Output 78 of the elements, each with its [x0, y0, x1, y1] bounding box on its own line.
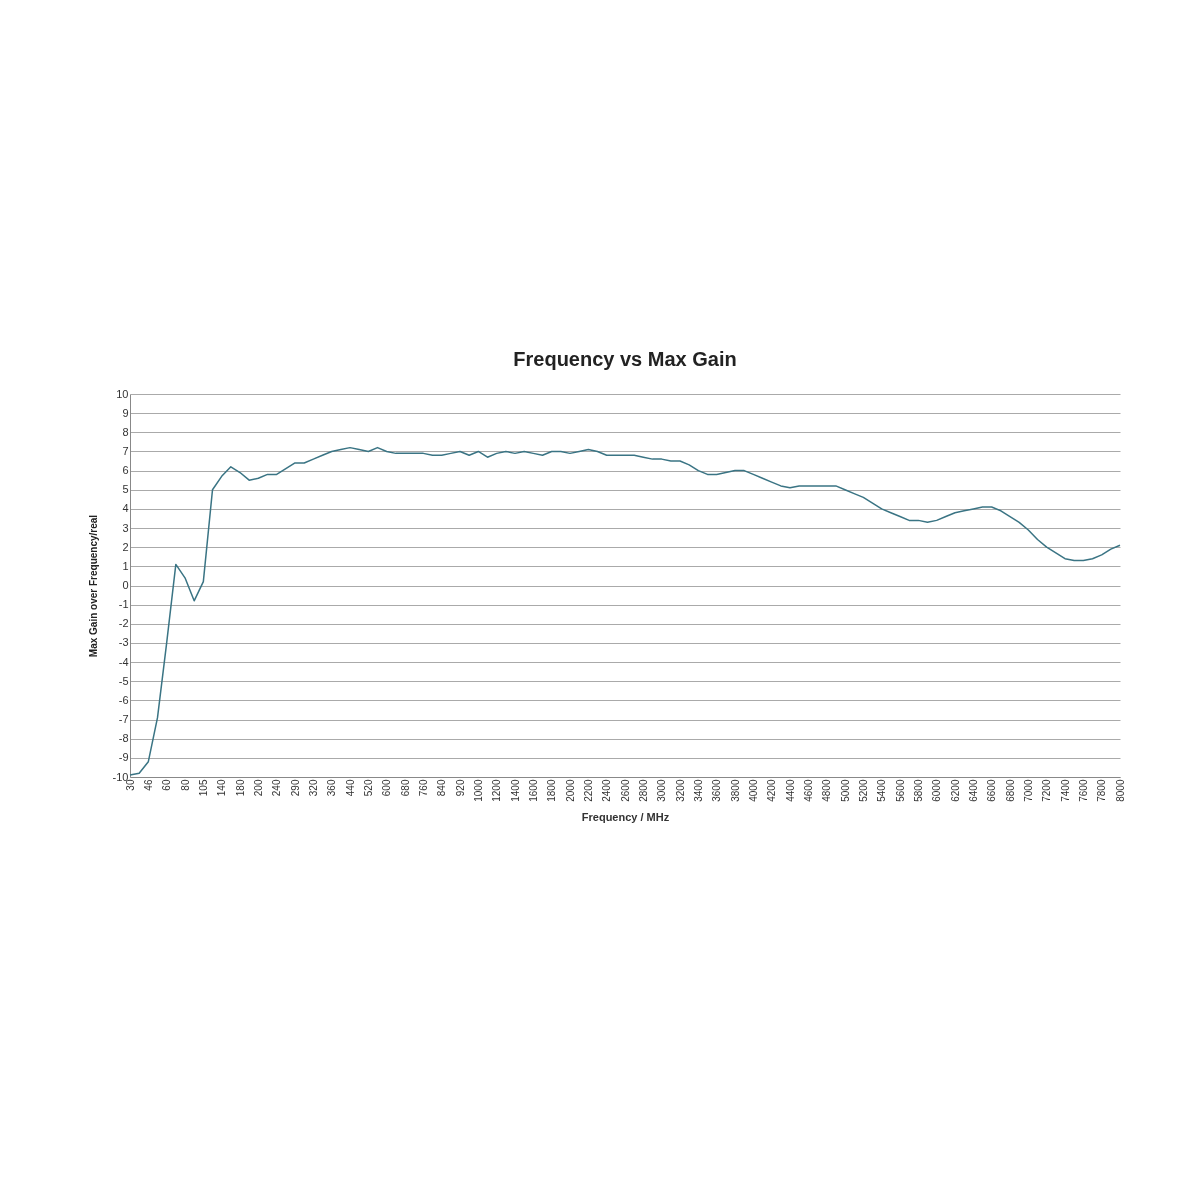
- y-tick-label: -2: [118, 617, 129, 630]
- x-tick-label: 5400: [876, 779, 888, 802]
- y-tick-label: 7: [122, 444, 129, 457]
- x-tick-label: 2400: [601, 779, 613, 802]
- x-tick-label: 7200: [1041, 779, 1053, 802]
- x-tick-label: 7400: [1059, 779, 1071, 802]
- x-tick-label: 520: [362, 779, 374, 797]
- x-tick-label: 80: [179, 779, 191, 791]
- x-tick-label: 3400: [692, 779, 704, 802]
- x-tick-label: 4000: [747, 779, 759, 802]
- x-tick-label: 1800: [546, 779, 558, 802]
- x-tick-label: 3800: [729, 779, 741, 802]
- x-tick-label: 360: [326, 779, 338, 797]
- x-tick-label: 5600: [894, 779, 906, 802]
- x-tick-label: 3200: [674, 779, 686, 802]
- x-tick-label: 200: [252, 779, 264, 797]
- x-tick-label: 8000: [1114, 779, 1126, 802]
- y-tick-label: 2: [122, 540, 129, 553]
- x-tick-label: 320: [307, 779, 319, 797]
- y-tick-label: -7: [118, 713, 129, 726]
- x-tick-label: 4800: [821, 779, 833, 802]
- x-tick-label: 760: [417, 779, 429, 797]
- x-tick-label: 7800: [1096, 779, 1108, 802]
- y-tick-label: -3: [118, 636, 129, 649]
- x-tick-label: 840: [436, 779, 448, 797]
- y-tick-label: -9: [118, 751, 129, 764]
- x-tick-label: 7000: [1022, 779, 1034, 802]
- y-tick-label: -8: [118, 732, 129, 745]
- x-tick-label: 5800: [912, 779, 924, 802]
- x-tick-label: 46: [142, 779, 154, 791]
- x-tick-label: 5000: [839, 779, 851, 802]
- x-tick-label: 4200: [766, 779, 778, 802]
- x-tick-label: 2200: [582, 779, 594, 802]
- x-tick-label: 60: [161, 779, 173, 791]
- y-tick-label: 6: [122, 464, 129, 477]
- x-tick-label: 1600: [527, 779, 539, 802]
- x-tick-label: 105: [197, 779, 209, 797]
- x-tick-label: 2800: [637, 779, 649, 802]
- y-axis-title: Max Gain over Frequency/real: [87, 514, 99, 658]
- chart-title: Frequency vs Max Gain: [513, 348, 737, 370]
- x-tick-label: 6400: [967, 779, 979, 802]
- x-tick-label: 1000: [472, 779, 484, 802]
- x-tick-label: 180: [234, 779, 246, 797]
- y-tick-label: 5: [122, 483, 129, 496]
- x-tick-label: 30: [124, 779, 136, 791]
- x-tick-label: 3000: [656, 779, 668, 802]
- y-tick-label: -6: [118, 693, 129, 706]
- x-tick-label: 6800: [1004, 779, 1016, 802]
- x-tick-label: 6200: [949, 779, 961, 802]
- x-tick-label: 920: [454, 779, 466, 797]
- x-tick-label: 5200: [857, 779, 869, 802]
- y-tick-label: 0: [122, 579, 129, 591]
- x-axis-title: Frequency / MHz: [581, 810, 670, 823]
- y-tick-label: 9: [122, 406, 129, 419]
- x-tick-label: 680: [399, 779, 411, 797]
- x-tick-label: 3600: [711, 779, 723, 802]
- y-tick-label: 10: [116, 387, 129, 400]
- x-tick-label: 2600: [619, 779, 631, 802]
- y-tick-label: -5: [118, 674, 129, 687]
- x-tick-label: 1200: [491, 779, 503, 802]
- x-tick-label: 440: [344, 779, 356, 797]
- x-tick-label: 6600: [986, 779, 998, 802]
- x-tick-label: 4400: [784, 779, 796, 802]
- x-tick-label: 140: [216, 779, 228, 797]
- x-tick-label: 4600: [802, 779, 814, 802]
- x-tick-label: 7600: [1077, 779, 1089, 802]
- x-tick-label: 1400: [509, 779, 521, 802]
- x-tick-label: 240: [271, 779, 283, 797]
- x-tick-label: 6000: [931, 779, 943, 802]
- x-tick-label: 600: [381, 779, 393, 797]
- y-tick-label: -1: [118, 598, 129, 611]
- x-tick-label: 290: [289, 779, 301, 797]
- y-tick-label: -4: [118, 655, 129, 668]
- y-tick-label: 8: [122, 425, 129, 438]
- y-tick-label: 4: [122, 502, 129, 515]
- y-tick-label: 3: [122, 521, 129, 534]
- y-tick-label: 1: [122, 559, 129, 572]
- x-tick-label: 2000: [564, 779, 576, 802]
